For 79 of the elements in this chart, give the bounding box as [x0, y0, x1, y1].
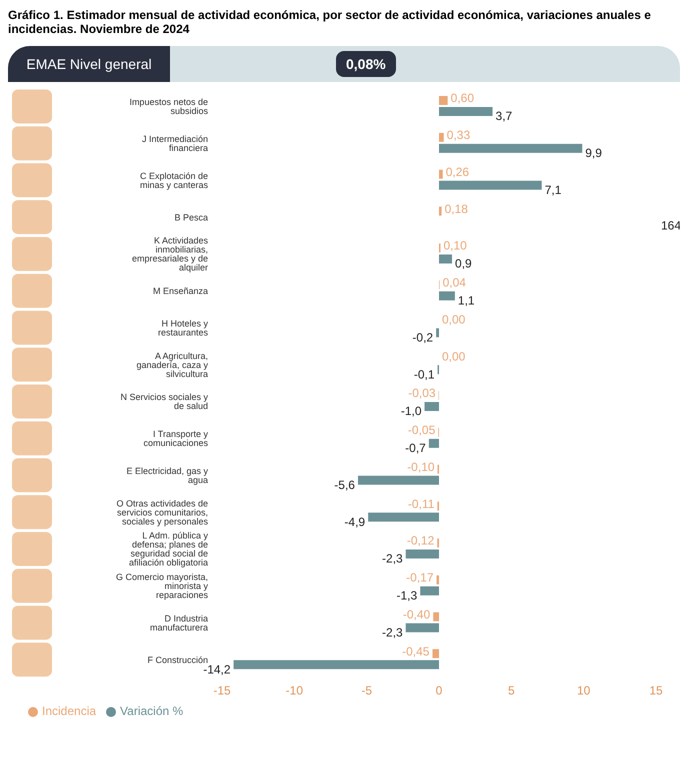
- bar: [406, 623, 439, 632]
- legend-label: Variación %: [120, 704, 184, 718]
- bar: [428, 438, 439, 448]
- data-label: -0,11: [408, 496, 435, 511]
- bar: [424, 402, 439, 411]
- data-label: 1,1: [458, 294, 475, 308]
- bar: [439, 206, 442, 216]
- data-label: -1,3: [396, 588, 418, 603]
- data-label: -0,12: [406, 534, 435, 548]
- bar: [439, 291, 455, 300]
- y-tick-label: K Actividades inmobiliarias, empresariales y de alquiler: [132, 236, 208, 273]
- x-tick-label: 10: [576, 684, 591, 698]
- data-label: -2,3: [382, 625, 404, 640]
- data-label: -0,45: [402, 644, 430, 658]
- y-tick-label: D Industria manufacturera: [150, 613, 208, 632]
- x-tick-label: 5: [508, 684, 515, 698]
- bar: [439, 144, 582, 153]
- y-tick-label: Impuestos netos de subsidios: [129, 97, 208, 116]
- bar: [420, 586, 439, 596]
- data-label: -14,2: [203, 662, 231, 676]
- y-tick-label: I Transporte y comunicaciones: [143, 429, 208, 448]
- chart-title: Gráfico 1. Estimador mensual de actividad económica, por sector de actividad económica, variaciones anuales e incidencias. Noviembre de 2024: [8, 8, 652, 36]
- y-tick-label: M Enseñanza: [152, 286, 208, 296]
- data-label: 9,9: [585, 146, 602, 160]
- data-label: 0,04: [442, 276, 466, 290]
- bar: [368, 512, 439, 522]
- y-tick-label: F Construcción: [147, 654, 208, 665]
- bar: [234, 660, 439, 670]
- y-tick-label: G Comercio mayorista, minorista y reparaciones: [116, 572, 208, 600]
- legend-label: Incidencia: [42, 704, 96, 718]
- bar: [436, 328, 439, 338]
- bar: [439, 180, 542, 190]
- x-tick-label: 15: [649, 684, 663, 698]
- bar: [439, 170, 443, 179]
- data-label: -2,3: [382, 552, 404, 566]
- bar: [406, 550, 439, 558]
- x-tick-label: -15: [213, 684, 231, 698]
- data-label: 0,10: [443, 238, 468, 253]
- data-label: 0,00: [442, 349, 466, 364]
- data-label: -5,6: [334, 478, 356, 492]
- data-label: -4,9: [344, 514, 366, 529]
- y-tick-label: J Intermediación financiera: [142, 134, 208, 154]
- data-label: -0,05: [408, 423, 436, 438]
- data-label: -0,10: [407, 460, 435, 474]
- y-tick-label: L Adm. pública y defensa; planes de seguridad social de afiliación obligatoria: [128, 530, 208, 568]
- y-tick-label: A Agricultura, ganadería, caza y silvicultura: [136, 350, 208, 379]
- data-label: -1,0: [400, 404, 422, 418]
- bar: [358, 476, 439, 485]
- data-label: -0,2: [412, 330, 434, 344]
- y-tick-label: E Electricidad, gas y agua: [126, 466, 208, 485]
- data-label: 0,00: [442, 312, 466, 326]
- data-label: 0,9: [455, 256, 472, 271]
- y-tick-label: N Servicios sociales y de salud: [120, 392, 208, 412]
- bar: [432, 649, 439, 658]
- data-label: 7,1: [544, 182, 562, 197]
- y-tick-label: H Hoteles y restaurantes: [158, 318, 208, 338]
- bar: [439, 96, 448, 105]
- y-tick-label: C Explotación de minas y canteras: [140, 170, 208, 190]
- data-label: -0,7: [405, 441, 426, 456]
- text: EMAE Nivel general: [8, 46, 170, 82]
- data-label: -0,40: [402, 607, 431, 622]
- x-tick-label: -5: [361, 684, 372, 698]
- data-label: -0,1: [414, 367, 435, 382]
- bar: [439, 132, 444, 142]
- bar: [433, 612, 439, 622]
- text: 0,08%: [336, 51, 396, 77]
- data-label: 0,18: [444, 202, 468, 216]
- data-label: 0,33: [446, 128, 470, 142]
- bar: [439, 254, 452, 264]
- x-tick-label: -10: [286, 684, 304, 698]
- data-label: 0,26: [446, 164, 470, 179]
- data-label: 3,7: [496, 109, 513, 124]
- y-tick-label: B Pesca: [174, 212, 208, 222]
- x-tick-label: 0: [436, 684, 443, 698]
- bar: [439, 107, 493, 116]
- data-label: -0,03: [408, 386, 436, 400]
- data-label: 0,60: [450, 91, 474, 106]
- data-label: -0,17: [406, 570, 434, 585]
- y-tick-label: O Otras actividades de servicios comunitarios, sociales y personales: [116, 498, 208, 526]
